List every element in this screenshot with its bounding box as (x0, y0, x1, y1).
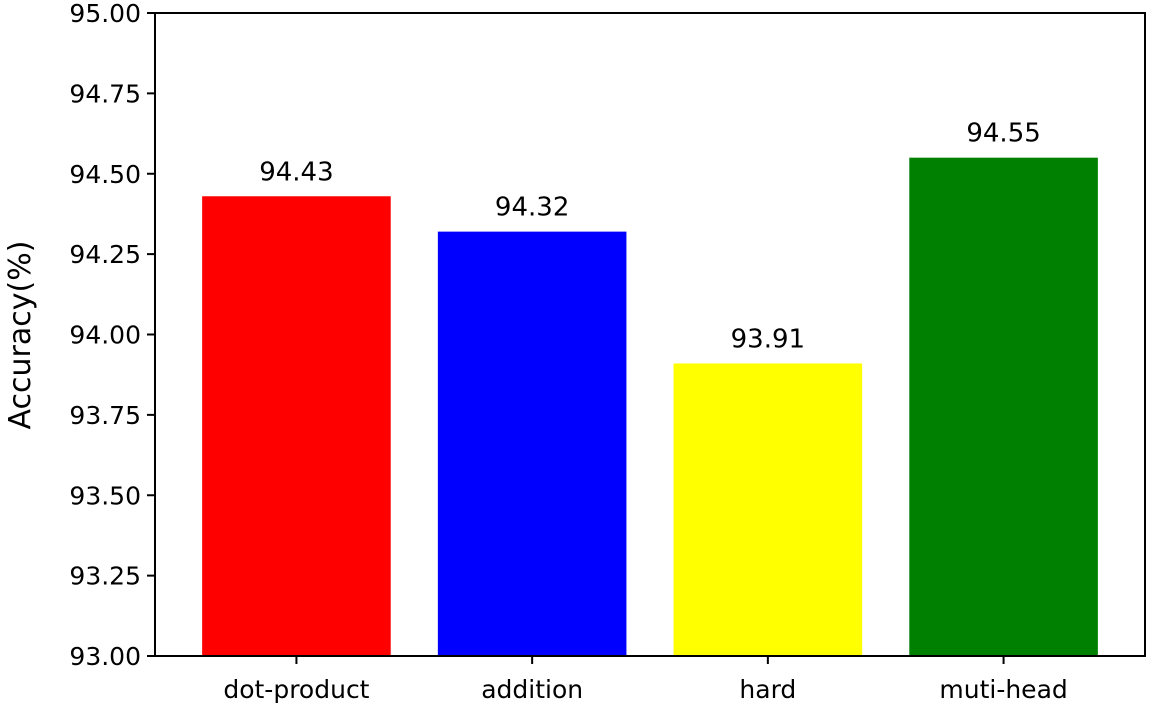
y-tick-label-93.75: 93.75 (69, 401, 141, 430)
bar-dot-product (202, 196, 391, 656)
y-tick-label-94.50: 94.50 (69, 160, 141, 189)
x-tick-label-addition: addition (481, 675, 583, 704)
data-label-hard: 93.91 (731, 324, 805, 354)
data-label-addition: 94.32 (495, 193, 569, 223)
y-tick-label-95.00: 95.00 (69, 0, 141, 28)
bars-group (202, 157, 1098, 657)
x-tick-label-dot-product: dot-product (223, 675, 369, 704)
plot-frame (154, 12, 1146, 657)
data-label-dot-product: 94.43 (259, 157, 333, 187)
y-axis-ticks: 93.00 93.25 93.50 93.75 94.00 94.25 94.50 94.75… (69, 0, 155, 671)
y-tick-label-93.50: 93.50 (69, 481, 141, 510)
y-tick-label-94.25: 94.25 (69, 240, 141, 269)
x-axis-ticks: dot-product addition hard muti-head (223, 656, 1068, 704)
y-tick-label-93.25: 93.25 (69, 562, 141, 591)
y-tick-label-94.75: 94.75 (69, 79, 141, 108)
data-label-muti-head: 94.55 (966, 119, 1040, 149)
data-labels-group: 94.43 94.32 93.91 94.55 (259, 119, 1041, 355)
bar-addition (437, 231, 627, 656)
y-tick-label-93.00: 93.00 (69, 642, 141, 671)
y-axis-title: Accuracy(%) (3, 241, 38, 430)
x-tick-label-hard: hard (739, 675, 796, 704)
bar-hard (673, 363, 863, 656)
x-tick-label-muti-head: muti-head (939, 675, 1067, 704)
y-tick-label-94.00: 94.00 (69, 321, 141, 350)
bar-muti-head (909, 157, 1098, 657)
